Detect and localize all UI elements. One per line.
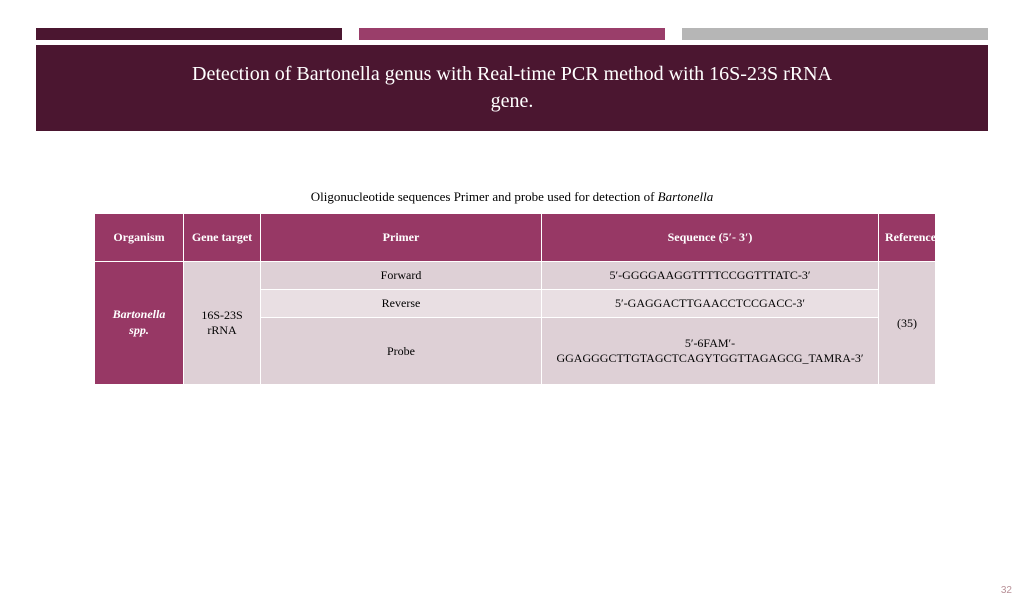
th-sequence: Sequence (5′- 3′): [542, 214, 878, 261]
table-row: Bartonella spp. 16S-23S rRNA Forward 5′-…: [95, 262, 935, 289]
cell-primer: Probe: [261, 318, 541, 384]
cell-gene: 16S-23S rRNA: [184, 262, 260, 384]
th-gene: Gene target: [184, 214, 260, 261]
table-caption: Oligonucleotide sequences Primer and pro…: [0, 189, 1024, 205]
cell-organism: Bartonella spp.: [95, 262, 183, 384]
stripe-seg-3: [682, 28, 988, 40]
primer-table: Organism Gene target Primer Sequence (5′…: [94, 213, 936, 385]
cell-reference: (35): [879, 262, 935, 384]
accent-stripe: [0, 28, 1024, 40]
title-banner: Detection of Bartonella genus with Real-…: [36, 45, 988, 131]
caption-text: Oligonucleotide sequences Primer and pro…: [311, 189, 658, 204]
cell-sequence: 5′-GGGGAAGGTTTTCCGGTTTATC-3′: [542, 262, 878, 289]
stripe-seg-2: [359, 28, 665, 40]
cell-sequence: 5′-GAGGACTTGAACCTCCGACC-3′: [542, 290, 878, 317]
th-organism: Organism: [95, 214, 183, 261]
caption-italic: Bartonella: [658, 189, 714, 204]
cell-primer: Reverse: [261, 290, 541, 317]
table-container: Organism Gene target Primer Sequence (5′…: [94, 213, 930, 385]
stripe-seg-1: [36, 28, 342, 40]
page-number: 32: [1001, 585, 1012, 596]
cell-primer: Forward: [261, 262, 541, 289]
cell-sequence: 5′-6FAM′-GGAGGGCTTGTAGCTCAGYTGGTTAGAGCG_…: [542, 318, 878, 384]
table-header-row: Organism Gene target Primer Sequence (5′…: [95, 214, 935, 261]
page-title: Detection of Bartonella genus with Real-…: [182, 61, 842, 115]
th-reference: Reference: [879, 214, 935, 261]
th-primer: Primer: [261, 214, 541, 261]
